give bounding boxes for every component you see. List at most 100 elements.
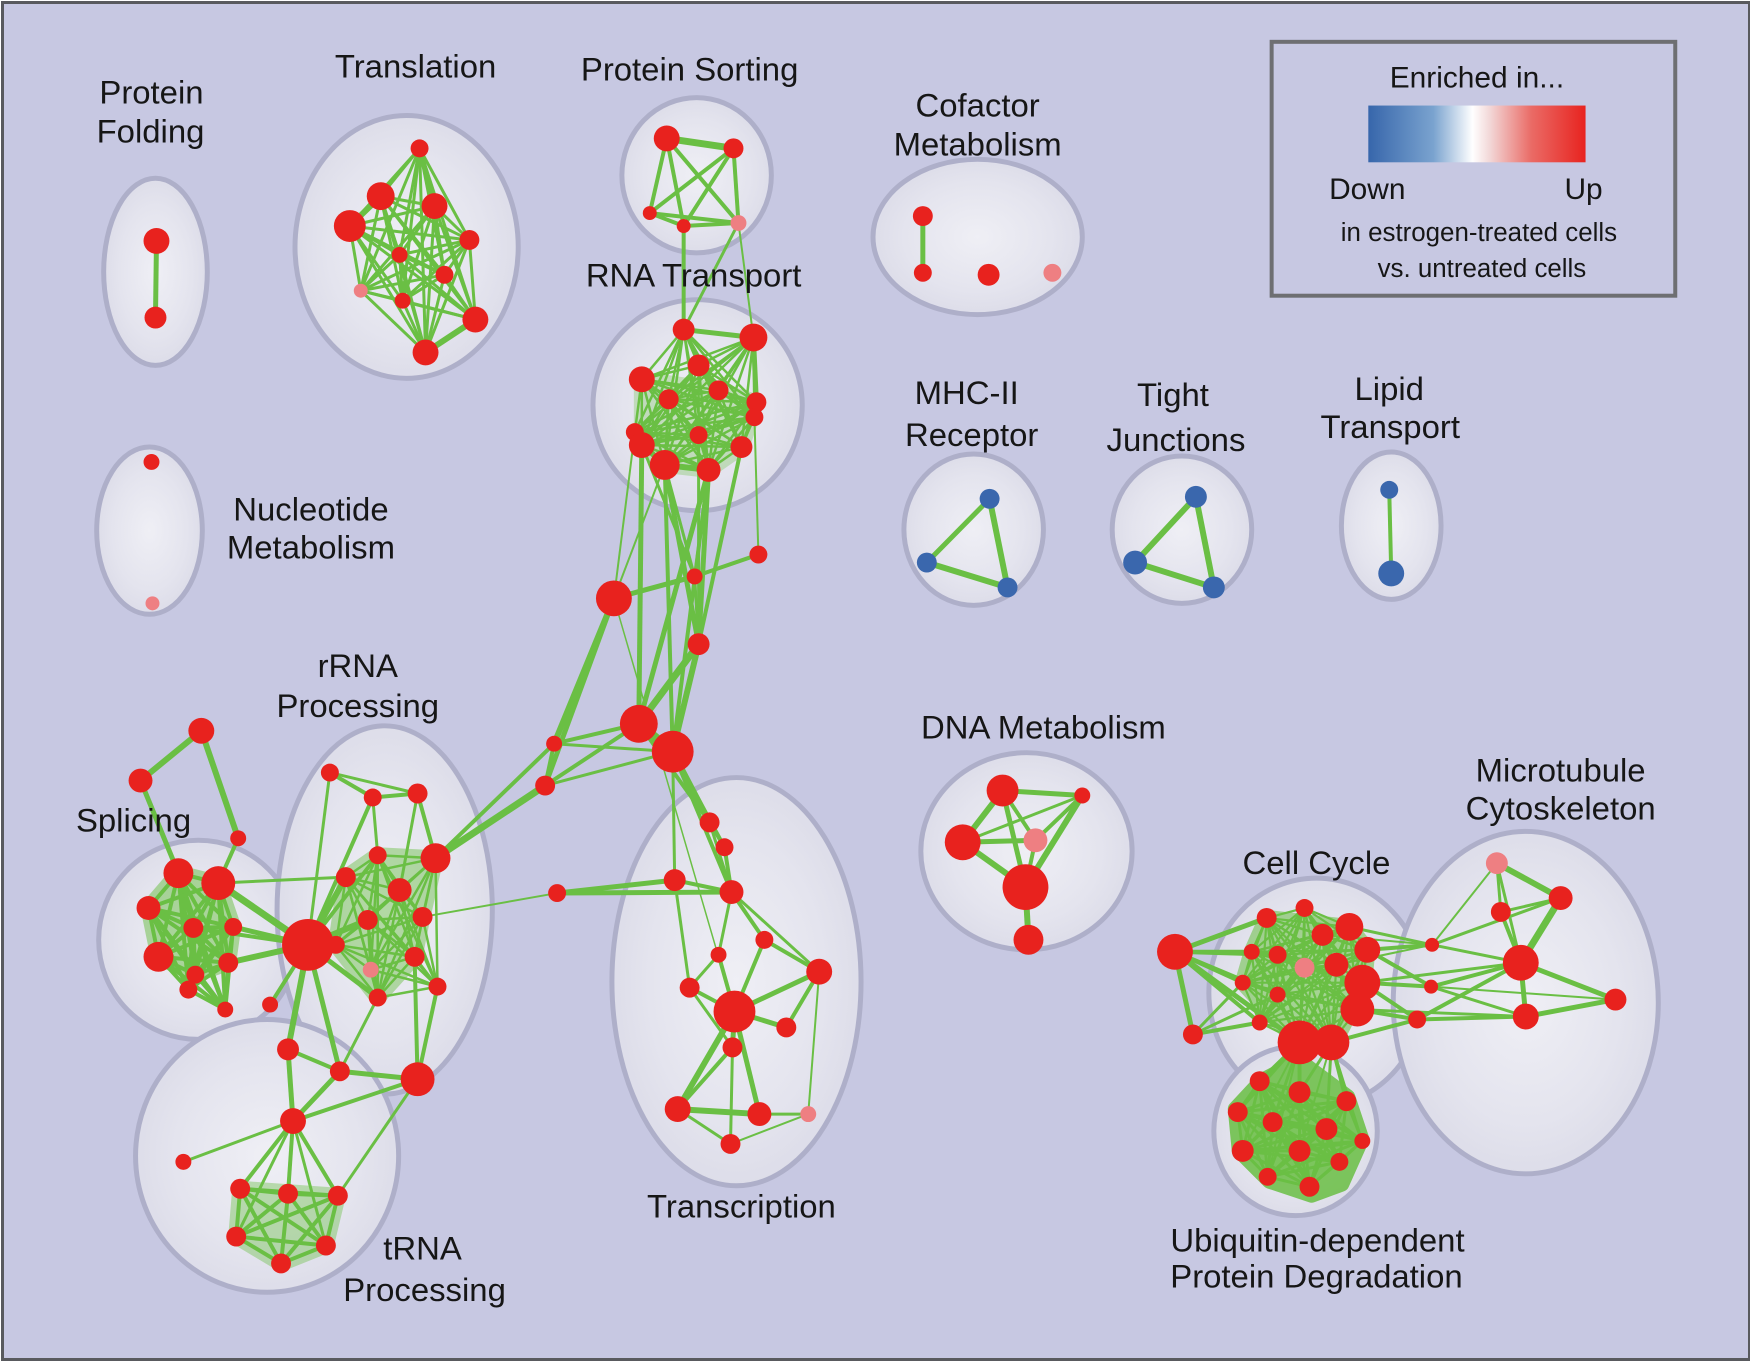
edge-tl5-tl10 [467, 239, 477, 320]
node-cb3 [1408, 1010, 1427, 1029]
node-mt4 [1502, 944, 1539, 981]
nodes-layer [128, 125, 1627, 1274]
node-sp2 [201, 866, 236, 901]
node-sp9 [179, 980, 198, 999]
edge-cc1-cc17 [1173, 949, 1302, 1045]
node-cc3 [1256, 907, 1277, 928]
node-pf2 [144, 306, 167, 329]
node-ps2 [723, 138, 744, 159]
edge-tr9-tr10 [236, 1234, 327, 1248]
edge-tl4-tl10 [433, 205, 477, 321]
edge-mh1-mh2 [925, 497, 992, 565]
edge-ps1-ps4 [664, 138, 686, 227]
node-nm2 [145, 596, 160, 611]
edge-ub3-ub10 [1266, 1100, 1348, 1178]
node-tr10 [315, 1235, 336, 1256]
legend-gradient-bar [1368, 105, 1586, 163]
node-tr2 [329, 1061, 350, 1082]
edge-rr5-br7 [434, 742, 556, 860]
node-tr4 [280, 1108, 306, 1134]
node-tr6 [230, 1178, 251, 1199]
node-pf1 [143, 228, 170, 254]
edge-rr9-rr14 [366, 919, 439, 988]
edge-tl5-tl6 [399, 238, 470, 257]
node-tl11 [412, 339, 439, 366]
node-cc2 [1182, 1024, 1203, 1045]
edge-ub6-ub7 [1242, 1127, 1327, 1153]
node-br6 [651, 730, 694, 773]
edge-rr11-tr3 [412, 956, 420, 1080]
node-sp3 [136, 896, 161, 920]
edge-cc1-cc13 [1174, 949, 1279, 997]
node-sp7 [218, 952, 239, 973]
edge-cc2-cc12 [1191, 981, 1244, 1036]
edge-rr8-rr14 [421, 916, 439, 987]
node-ub4 [1227, 1102, 1248, 1123]
edge-tl6-tl8 [359, 253, 401, 292]
edge-tx13-tx14 [677, 1106, 760, 1118]
node-dm1 [986, 774, 1019, 807]
edge-ub3-ub5 [1272, 1099, 1347, 1124]
edge-rr5-rr14 [434, 858, 439, 987]
cluster-label-mhc-ii-receptor-line2: Receptor [905, 416, 1038, 453]
node-tx15 [800, 1106, 817, 1123]
node-rt12 [649, 450, 680, 480]
node-tj2 [1123, 550, 1148, 575]
edge-cc2-cc13 [1192, 993, 1279, 1036]
node-rr6 [335, 867, 356, 888]
node-rr5 [420, 843, 451, 874]
node-cf1 [912, 206, 933, 227]
edge-ub4-ub10 [1236, 1111, 1270, 1178]
edge-tx4-tx9 [730, 890, 821, 973]
edge-rt4-rt7 [641, 378, 757, 404]
node-cf2 [913, 263, 932, 282]
edge-tr8-tr11 [279, 1194, 340, 1265]
cluster-label-splicing-line1: Splicing [76, 801, 191, 838]
node-ub3 [1336, 1091, 1357, 1112]
node-tx9 [806, 958, 833, 985]
node-tr3 [400, 1062, 435, 1097]
edge-sp3-sp5 [148, 906, 234, 929]
cluster-label-protein-folding-line1: Protein [99, 74, 203, 111]
cluster-label-microtubule-cytoskeleton-line2: Cytoskeleton [1466, 789, 1656, 826]
node-rr7 [387, 878, 412, 903]
edge-tr4-tr6 [238, 1119, 295, 1190]
edge-rt10-br3 [753, 417, 760, 555]
node-cc7 [1243, 943, 1260, 960]
edge-rr2-rr4 [371, 797, 380, 856]
edge-rt11-br5 [636, 445, 645, 724]
edge-tl3-tl11 [348, 225, 427, 354]
edge-rt14-br4 [696, 446, 744, 645]
cluster-bubble-tight-junctions [1109, 453, 1255, 606]
node-ta3 [230, 830, 247, 847]
edge-rt8-rt14 [634, 430, 742, 449]
cluster-label-protein-sorting-line1: Protein Sorting [581, 51, 798, 88]
edge-cc14-cc15 [1259, 981, 1363, 1024]
legend-caption-line1: in estrogen-treated cells [1341, 219, 1617, 247]
node-sp8 [186, 965, 205, 984]
node-tx12 [722, 1037, 743, 1058]
edge-ub9-ub10 [1267, 1160, 1340, 1179]
edge-rr7-rr13 [376, 889, 401, 998]
node-rt1 [672, 318, 695, 341]
edge-rt2-rt13 [707, 337, 755, 471]
edge-tx8-tx12 [688, 986, 734, 1049]
cluster-label-rrna-processing-line2: Processing [276, 687, 439, 724]
node-tl5 [459, 229, 480, 250]
cluster-label-rna-transport-line1: RNA Transport [586, 257, 802, 294]
node-ub6 [1315, 1118, 1338, 1140]
node-ps5 [730, 215, 747, 231]
node-tl8 [353, 283, 368, 298]
node-tx8 [679, 977, 700, 998]
edge-rt1-rt7 [682, 328, 758, 404]
edge-mh2-mh3 [925, 559, 1009, 591]
edge-cc16-mt5 [1357, 1008, 1526, 1019]
legend: Enriched in... Down Up in estrogen-treated … [1269, 39, 1678, 298]
cluster-label-cofactor-metabolism-line2: Metabolism [894, 125, 1062, 162]
edge-rt12-br6 [662, 464, 675, 752]
node-cc11 [1354, 936, 1381, 963]
node-cb2 [1424, 979, 1439, 994]
node-tx2 [715, 838, 734, 857]
edge-sp2-rr6 [218, 875, 346, 885]
